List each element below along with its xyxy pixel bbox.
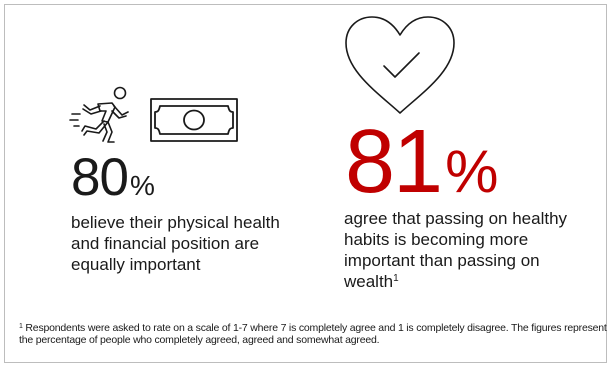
footnote: 1 Respondents were asked to rate on a sc…	[19, 322, 609, 346]
stat2-description: agree that passing on healthy habits is …	[344, 208, 574, 292]
money-bill-icon	[150, 98, 238, 142]
running-person-icon	[69, 86, 129, 143]
footnote-marker: 1	[19, 323, 23, 330]
stat2-unit: %	[445, 138, 499, 205]
stat2-description-text: agree that passing on healthy habits is …	[344, 209, 568, 291]
heart-check-icon	[345, 16, 455, 114]
stat-80-percent: 80%	[71, 151, 155, 204]
infographic-panel: 80% believe their physical health and fi…	[4, 4, 607, 363]
stat2-value: 81	[345, 112, 443, 212]
stat-81-percent: 81%	[345, 117, 498, 207]
stat1-description: believe their physical health and financ…	[71, 213, 280, 274]
footnote-text: Respondents were asked to rate on a scal…	[19, 322, 607, 346]
stat1-unit: %	[129, 170, 155, 201]
footnote-reference: 1	[393, 273, 399, 284]
stat1-value: 80	[71, 148, 129, 207]
